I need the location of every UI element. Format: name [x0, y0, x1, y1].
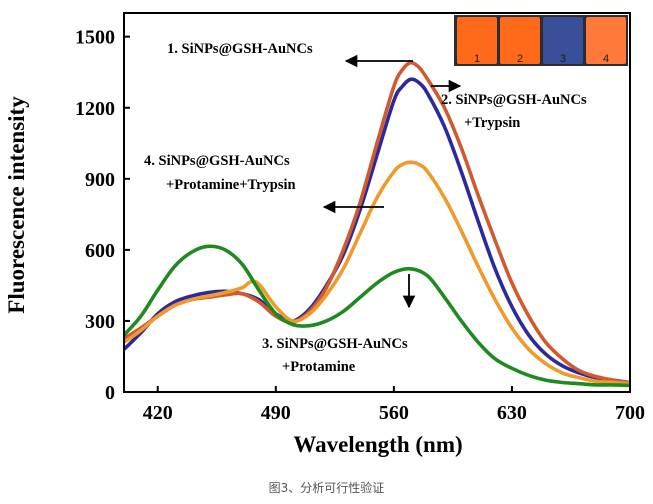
y-tick-label: 900 [85, 169, 115, 191]
vial-label-2: 2 [517, 53, 523, 65]
series-line-1 [124, 77, 630, 385]
y-axis-title: Fluorescence intensity [4, 96, 29, 314]
x-tick-label: 560 [379, 402, 409, 424]
y-tick-label: 1200 [75, 98, 115, 120]
plot-frame [123, 12, 631, 393]
series-line-2 [124, 60, 630, 385]
annotation-4-line2: +Protamine+Trypsin [166, 177, 296, 193]
y-tick-label: 600 [85, 240, 115, 262]
annotation-2-line2: +Trypsin [464, 115, 520, 131]
x-tick-label: 420 [143, 402, 173, 424]
annotation-3-line2: +Protamine [282, 359, 356, 375]
annotation-4-line1: 4. SiNPs@GSH-AuNCs [144, 153, 290, 169]
x-tick-label: 700 [615, 402, 645, 424]
axis-ticks: 420 490 560 630 700 0 300 600 900 1200 1500 [75, 27, 645, 424]
inset-vial-photo: 1 2 3 4 [454, 15, 628, 66]
series-line-4 [124, 244, 630, 388]
vial-1 [457, 17, 497, 64]
series-line-3 [124, 160, 630, 386]
vial-2 [500, 17, 540, 64]
x-axis-title: Wavelength (nm) [293, 432, 462, 457]
y-tick-label: 0 [105, 382, 115, 404]
x-tick-label: 490 [261, 402, 291, 424]
vial-3 [543, 17, 583, 64]
annotation-3-line1: 3. SiNPs@GSH-AuNCs [262, 336, 408, 352]
y-tick-label: 1500 [75, 27, 115, 49]
annotation-2-line1: 2. SiNPs@GSH-AuNCs [441, 92, 587, 108]
figure-caption: 图3、分析可行性验证 [268, 481, 385, 495]
annotation-1: 1. SiNPs@GSH-AuNCs [167, 41, 313, 57]
vial-4 [586, 17, 626, 64]
series-layer [124, 60, 630, 388]
x-tick-label: 630 [497, 402, 527, 424]
vial-label-1: 1 [474, 53, 480, 65]
vial-label-3: 3 [560, 53, 566, 65]
vial-label-4: 4 [603, 53, 609, 65]
y-tick-label: 300 [85, 311, 115, 333]
